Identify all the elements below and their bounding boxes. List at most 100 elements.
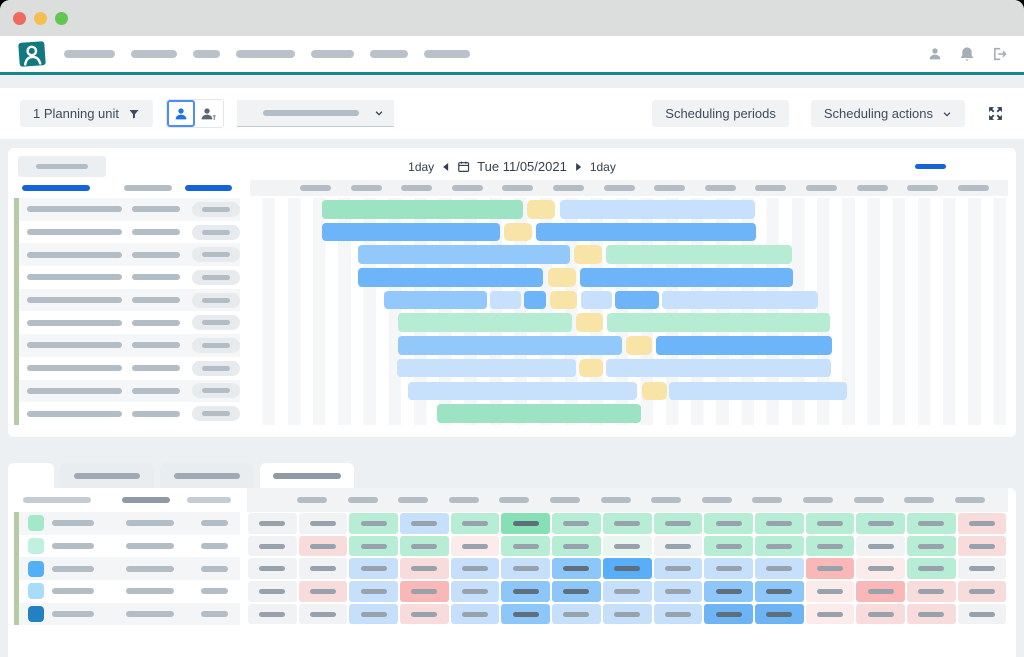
close-window-button[interactable]: [13, 11, 26, 25]
counter-cell[interactable]: [602, 558, 652, 580]
gantt-shift-bar[interactable]: [526, 200, 556, 219]
counter-cell[interactable]: [704, 581, 753, 602]
counter-cell[interactable]: [704, 513, 753, 534]
user-icon[interactable]: [927, 46, 943, 62]
nav-item-placeholder[interactable]: [311, 50, 354, 58]
scheduling-actions-button[interactable]: Scheduling actions: [810, 100, 965, 127]
counter-cell[interactable]: [400, 513, 449, 534]
counter-cell[interactable]: [704, 558, 753, 580]
bottom-tab[interactable]: [60, 463, 154, 488]
gantt-shift-bar[interactable]: [384, 290, 488, 310]
date-picker[interactable]: Tue 11/05/2021: [457, 159, 567, 174]
counter-cell[interactable]: [552, 535, 601, 557]
counter-row[interactable]: [14, 602, 240, 626]
gantt-shift-bar[interactable]: [437, 404, 642, 423]
sign-out-icon[interactable]: [991, 46, 1008, 62]
counter-cell[interactable]: [856, 581, 905, 602]
counter-cell[interactable]: [602, 581, 652, 602]
gantt-shift-bar[interactable]: [550, 290, 578, 310]
nav-item-placeholder[interactable]: [64, 50, 115, 58]
counter-cell[interactable]: [906, 558, 956, 580]
employee-row[interactable]: [14, 334, 240, 357]
counter-cell[interactable]: [602, 603, 652, 625]
counter-cell[interactable]: [400, 558, 449, 580]
counter-cell[interactable]: [957, 581, 1007, 602]
gantt-shift-bar[interactable]: [579, 268, 794, 287]
counter-cell[interactable]: [754, 513, 804, 534]
employee-row[interactable]: [14, 402, 240, 425]
next-day-arrow-icon[interactable]: [575, 162, 581, 171]
minimize-window-button[interactable]: [34, 11, 47, 25]
gantt-shift-bar[interactable]: [397, 313, 573, 332]
counter-cell[interactable]: [704, 535, 753, 557]
counter-cell[interactable]: [450, 513, 500, 534]
counter-cell[interactable]: [501, 603, 551, 625]
counter-cell[interactable]: [754, 558, 804, 580]
gantt-shift-bar[interactable]: [578, 358, 604, 378]
column-header-sorted-placeholder[interactable]: [185, 185, 232, 191]
counter-cell[interactable]: [856, 513, 905, 534]
gantt-shift-bar[interactable]: [606, 358, 832, 378]
employee-row[interactable]: [14, 311, 240, 335]
counter-cell[interactable]: [653, 558, 703, 580]
person-type-view-icon[interactable]: T: [195, 100, 224, 127]
counter-cell[interactable]: [906, 581, 956, 602]
counter-cell[interactable]: [450, 558, 500, 580]
column-header-placeholder[interactable]: [187, 497, 231, 503]
bottom-tab[interactable]: [8, 463, 54, 488]
gantt-shift-bar[interactable]: [669, 381, 847, 400]
counter-cell[interactable]: [349, 581, 399, 602]
bottom-tab[interactable]: [260, 463, 354, 488]
counter-cell[interactable]: [906, 513, 956, 534]
counter-cell[interactable]: [248, 513, 297, 534]
employee-row[interactable]: [14, 288, 240, 312]
gantt-shift-bar[interactable]: [523, 290, 546, 310]
counter-cell[interactable]: [805, 603, 855, 625]
counter-cell[interactable]: [906, 535, 956, 557]
counter-row[interactable]: [14, 580, 240, 603]
gantt-shift-bar[interactable]: [407, 381, 638, 400]
employee-row[interactable]: [14, 220, 240, 244]
counter-cell[interactable]: [501, 535, 551, 557]
gantt-link-placeholder[interactable]: [915, 164, 946, 169]
counter-cell[interactable]: [552, 513, 601, 534]
column-header-placeholder[interactable]: [124, 185, 172, 191]
counter-cell[interactable]: [349, 558, 399, 580]
expand-icon[interactable]: [987, 105, 1004, 122]
counter-cell[interactable]: [957, 603, 1007, 625]
gantt-shift-bar[interactable]: [397, 358, 576, 378]
column-header-sorted-placeholder[interactable]: [22, 185, 90, 191]
counter-cell[interactable]: [856, 603, 905, 625]
employee-row[interactable]: [14, 243, 240, 267]
column-header-placeholder[interactable]: [122, 497, 170, 503]
counter-cell[interactable]: [349, 603, 399, 625]
gantt-shift-bar[interactable]: [560, 200, 755, 219]
counter-row[interactable]: [14, 557, 240, 581]
gantt-shift-bar[interactable]: [581, 290, 612, 310]
counter-cell[interactable]: [856, 535, 905, 557]
nav-item-placeholder[interactable]: [131, 50, 177, 58]
nav-item-placeholder[interactable]: [193, 50, 220, 58]
gantt-shift-bar[interactable]: [503, 222, 532, 242]
counter-cell[interactable]: [653, 581, 703, 602]
gantt-shift-bar[interactable]: [490, 290, 521, 310]
counter-cell[interactable]: [805, 581, 855, 602]
employee-row[interactable]: [14, 356, 240, 380]
gantt-shift-bar[interactable]: [662, 290, 819, 310]
gantt-shift-bar[interactable]: [535, 222, 756, 242]
gantt-shift-bar[interactable]: [575, 313, 604, 332]
gantt-shift-bar[interactable]: [656, 336, 833, 355]
nav-item-placeholder[interactable]: [370, 50, 408, 58]
counter-cell[interactable]: [501, 513, 551, 534]
previous-day-arrow-icon[interactable]: [443, 162, 449, 171]
gantt-shift-bar[interactable]: [641, 381, 667, 400]
counter-cell[interactable]: [298, 581, 348, 602]
person-view-icon[interactable]: [167, 100, 196, 127]
counter-cell[interactable]: [805, 558, 855, 580]
nav-item-placeholder[interactable]: [424, 50, 470, 58]
counter-cell[interactable]: [450, 603, 500, 625]
counter-cell[interactable]: [754, 535, 804, 557]
counter-cell[interactable]: [248, 603, 297, 625]
counter-cell[interactable]: [653, 513, 703, 534]
gantt-shift-bar[interactable]: [357, 268, 544, 287]
